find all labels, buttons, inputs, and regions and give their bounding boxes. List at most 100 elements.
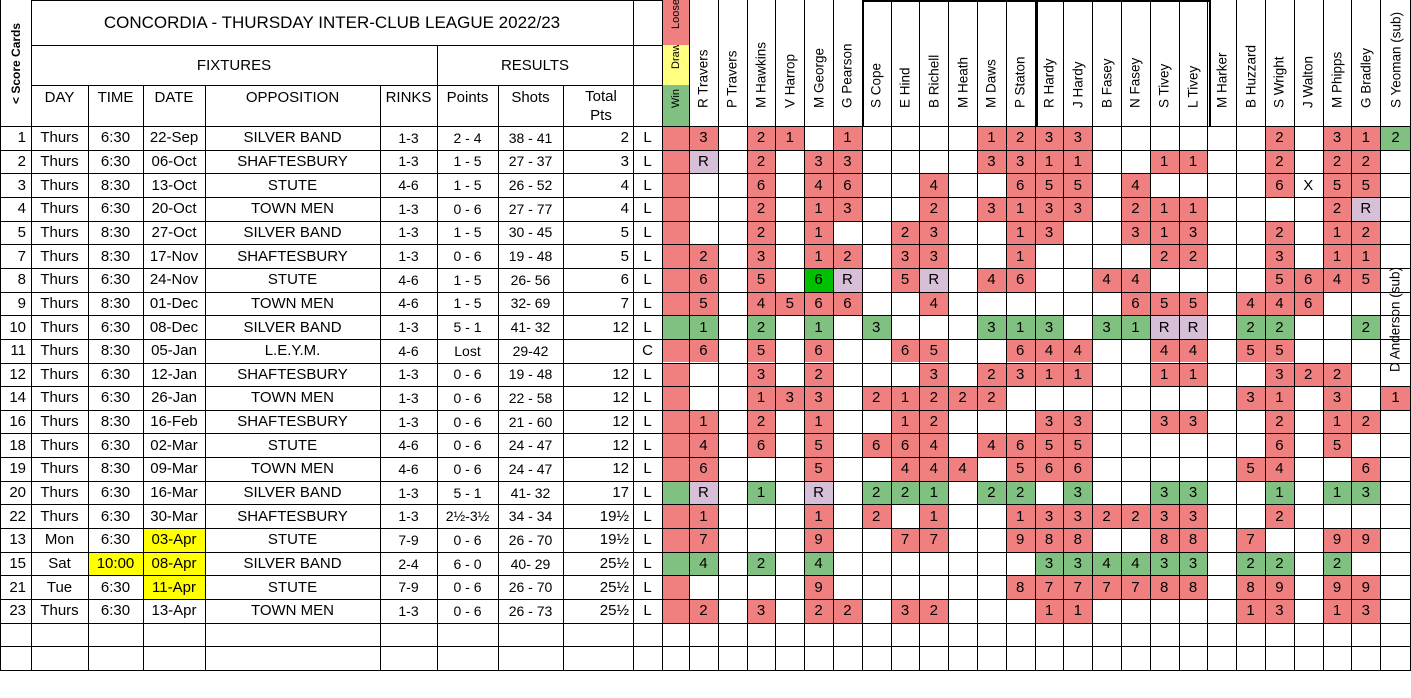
fixture-no: 8 bbox=[17, 271, 26, 289]
player-score: 4 bbox=[919, 291, 949, 316]
player-score: 2 bbox=[1322, 551, 1352, 576]
fixture-day: Sat bbox=[48, 555, 71, 572]
player-score: 1 bbox=[890, 386, 920, 410]
player-score: 6 bbox=[1265, 433, 1294, 458]
player-score: 3 bbox=[833, 149, 862, 174]
score-cards-link[interactable]: < Score Cards bbox=[0, 0, 31, 126]
player-name: B Huzzard bbox=[1243, 44, 1259, 108]
player-score: 2 bbox=[1005, 126, 1035, 150]
player-name: M Hawkins bbox=[753, 41, 769, 108]
player-score: 6 bbox=[1351, 457, 1381, 481]
player-score: 1 bbox=[1005, 220, 1035, 245]
fixture-no: 2 bbox=[17, 152, 26, 170]
player-score: 2 bbox=[746, 149, 776, 174]
result-indicator bbox=[662, 528, 689, 552]
fixture-total-pts: 19½ bbox=[599, 507, 629, 525]
result-indicator bbox=[662, 433, 689, 458]
player-score: 2 bbox=[1149, 244, 1179, 268]
player-header: L Tivey bbox=[1179, 0, 1208, 126]
player-score: 9 bbox=[804, 528, 833, 552]
result-indicator bbox=[662, 386, 689, 410]
fixture-date: 05-Jan bbox=[151, 342, 197, 360]
fixture-no: 7 bbox=[17, 247, 26, 265]
grid-line bbox=[1179, 0, 1180, 670]
grid-line bbox=[633, 0, 634, 670]
player-score: 5 bbox=[919, 338, 949, 363]
player-name: P Staton bbox=[1012, 56, 1028, 108]
fixture-day: Thurs bbox=[40, 318, 79, 336]
player-score: 6 bbox=[1005, 338, 1035, 363]
grid-line bbox=[1006, 0, 1007, 670]
player-score: 3 bbox=[977, 149, 1006, 174]
player-header: S Wright bbox=[1265, 0, 1294, 126]
player-score: 2 bbox=[1178, 244, 1208, 268]
fixture-shots: 41- 32 bbox=[510, 484, 551, 501]
player-score: 7 bbox=[1236, 528, 1265, 552]
player-name: R Hardy bbox=[1041, 58, 1057, 108]
fixture-no: 18 bbox=[9, 436, 26, 454]
player-score: 2 bbox=[1351, 220, 1381, 245]
player-score: 7 bbox=[1034, 575, 1064, 599]
results-heading: RESULTS bbox=[500, 56, 570, 74]
player-score: R bbox=[804, 480, 833, 505]
fixture-time: 6:30 bbox=[100, 200, 131, 218]
fixture-shots: 41- 32 bbox=[510, 319, 551, 335]
player-score: 1 bbox=[833, 126, 862, 150]
player-score: 2 bbox=[1351, 315, 1381, 339]
player-score: 2 bbox=[804, 599, 833, 623]
grid-line bbox=[0, 575, 1411, 576]
fixture-points: 5 - 1 bbox=[453, 484, 482, 501]
player-score: 2 bbox=[1351, 409, 1381, 434]
player-score: 2 bbox=[890, 220, 920, 245]
grid-line bbox=[1121, 0, 1122, 670]
grid-line bbox=[1380, 0, 1381, 670]
player-score: 4 bbox=[746, 291, 776, 316]
player-score: 2 bbox=[1236, 315, 1265, 339]
grid-line bbox=[380, 85, 381, 670]
fixture-no: 21 bbox=[9, 578, 26, 596]
player-score: 5 bbox=[746, 267, 776, 292]
fixture-time: 6:30 bbox=[100, 484, 131, 502]
player-score: 1 bbox=[804, 409, 833, 434]
fixture-no: 3 bbox=[17, 176, 26, 194]
player-score: 1 bbox=[1005, 244, 1035, 268]
result-indicator bbox=[662, 599, 689, 623]
fixture-result: C bbox=[642, 342, 653, 360]
grid-line bbox=[833, 0, 834, 670]
player-name: E Hind bbox=[897, 67, 913, 108]
fixture-date: 16-Feb bbox=[150, 413, 198, 431]
fixture-date: 20-Oct bbox=[151, 200, 197, 218]
player-score: 1 bbox=[977, 126, 1006, 150]
grid-line bbox=[0, 292, 1411, 293]
player-name: R Travers bbox=[695, 49, 711, 108]
fixture-result: L bbox=[643, 602, 652, 620]
fixture-time: 8:30 bbox=[100, 176, 131, 194]
player-score: 8 bbox=[1178, 528, 1208, 552]
grid-line bbox=[0, 339, 1411, 340]
fixture-time: 6:30 bbox=[100, 602, 131, 620]
grid-line bbox=[0, 670, 1411, 671]
player-score: 1 bbox=[1178, 149, 1208, 174]
player-score: 4 bbox=[689, 433, 718, 458]
result-indicator bbox=[662, 504, 689, 529]
player-score: 1 bbox=[1149, 362, 1179, 387]
grid-line bbox=[88, 85, 89, 670]
fixture-total-pts: 4 bbox=[620, 200, 629, 218]
player-score: 3 bbox=[1178, 480, 1208, 505]
fixture-rinks: 1-3 bbox=[398, 366, 419, 383]
grid-line bbox=[862, 0, 1211, 2]
fixture-no: 10 bbox=[9, 318, 26, 336]
fixture-shots: 26 - 52 bbox=[508, 177, 553, 194]
fixture-result: L bbox=[643, 460, 652, 478]
fixture-opposition: STUTE bbox=[267, 176, 318, 194]
player-score: 2 bbox=[1293, 362, 1323, 387]
fixture-points: 1 - 5 bbox=[453, 271, 482, 288]
fixture-result: L bbox=[643, 555, 652, 572]
player-score: 1 bbox=[804, 244, 833, 268]
grid-line bbox=[1150, 0, 1151, 670]
fixture-time: 6:30 bbox=[100, 152, 131, 170]
fixture-points: 0 - 6 bbox=[453, 248, 482, 265]
fixture-shots: 26 - 70 bbox=[508, 579, 553, 596]
player-score: 6 bbox=[804, 338, 833, 363]
player-score: 3 bbox=[1149, 480, 1179, 505]
